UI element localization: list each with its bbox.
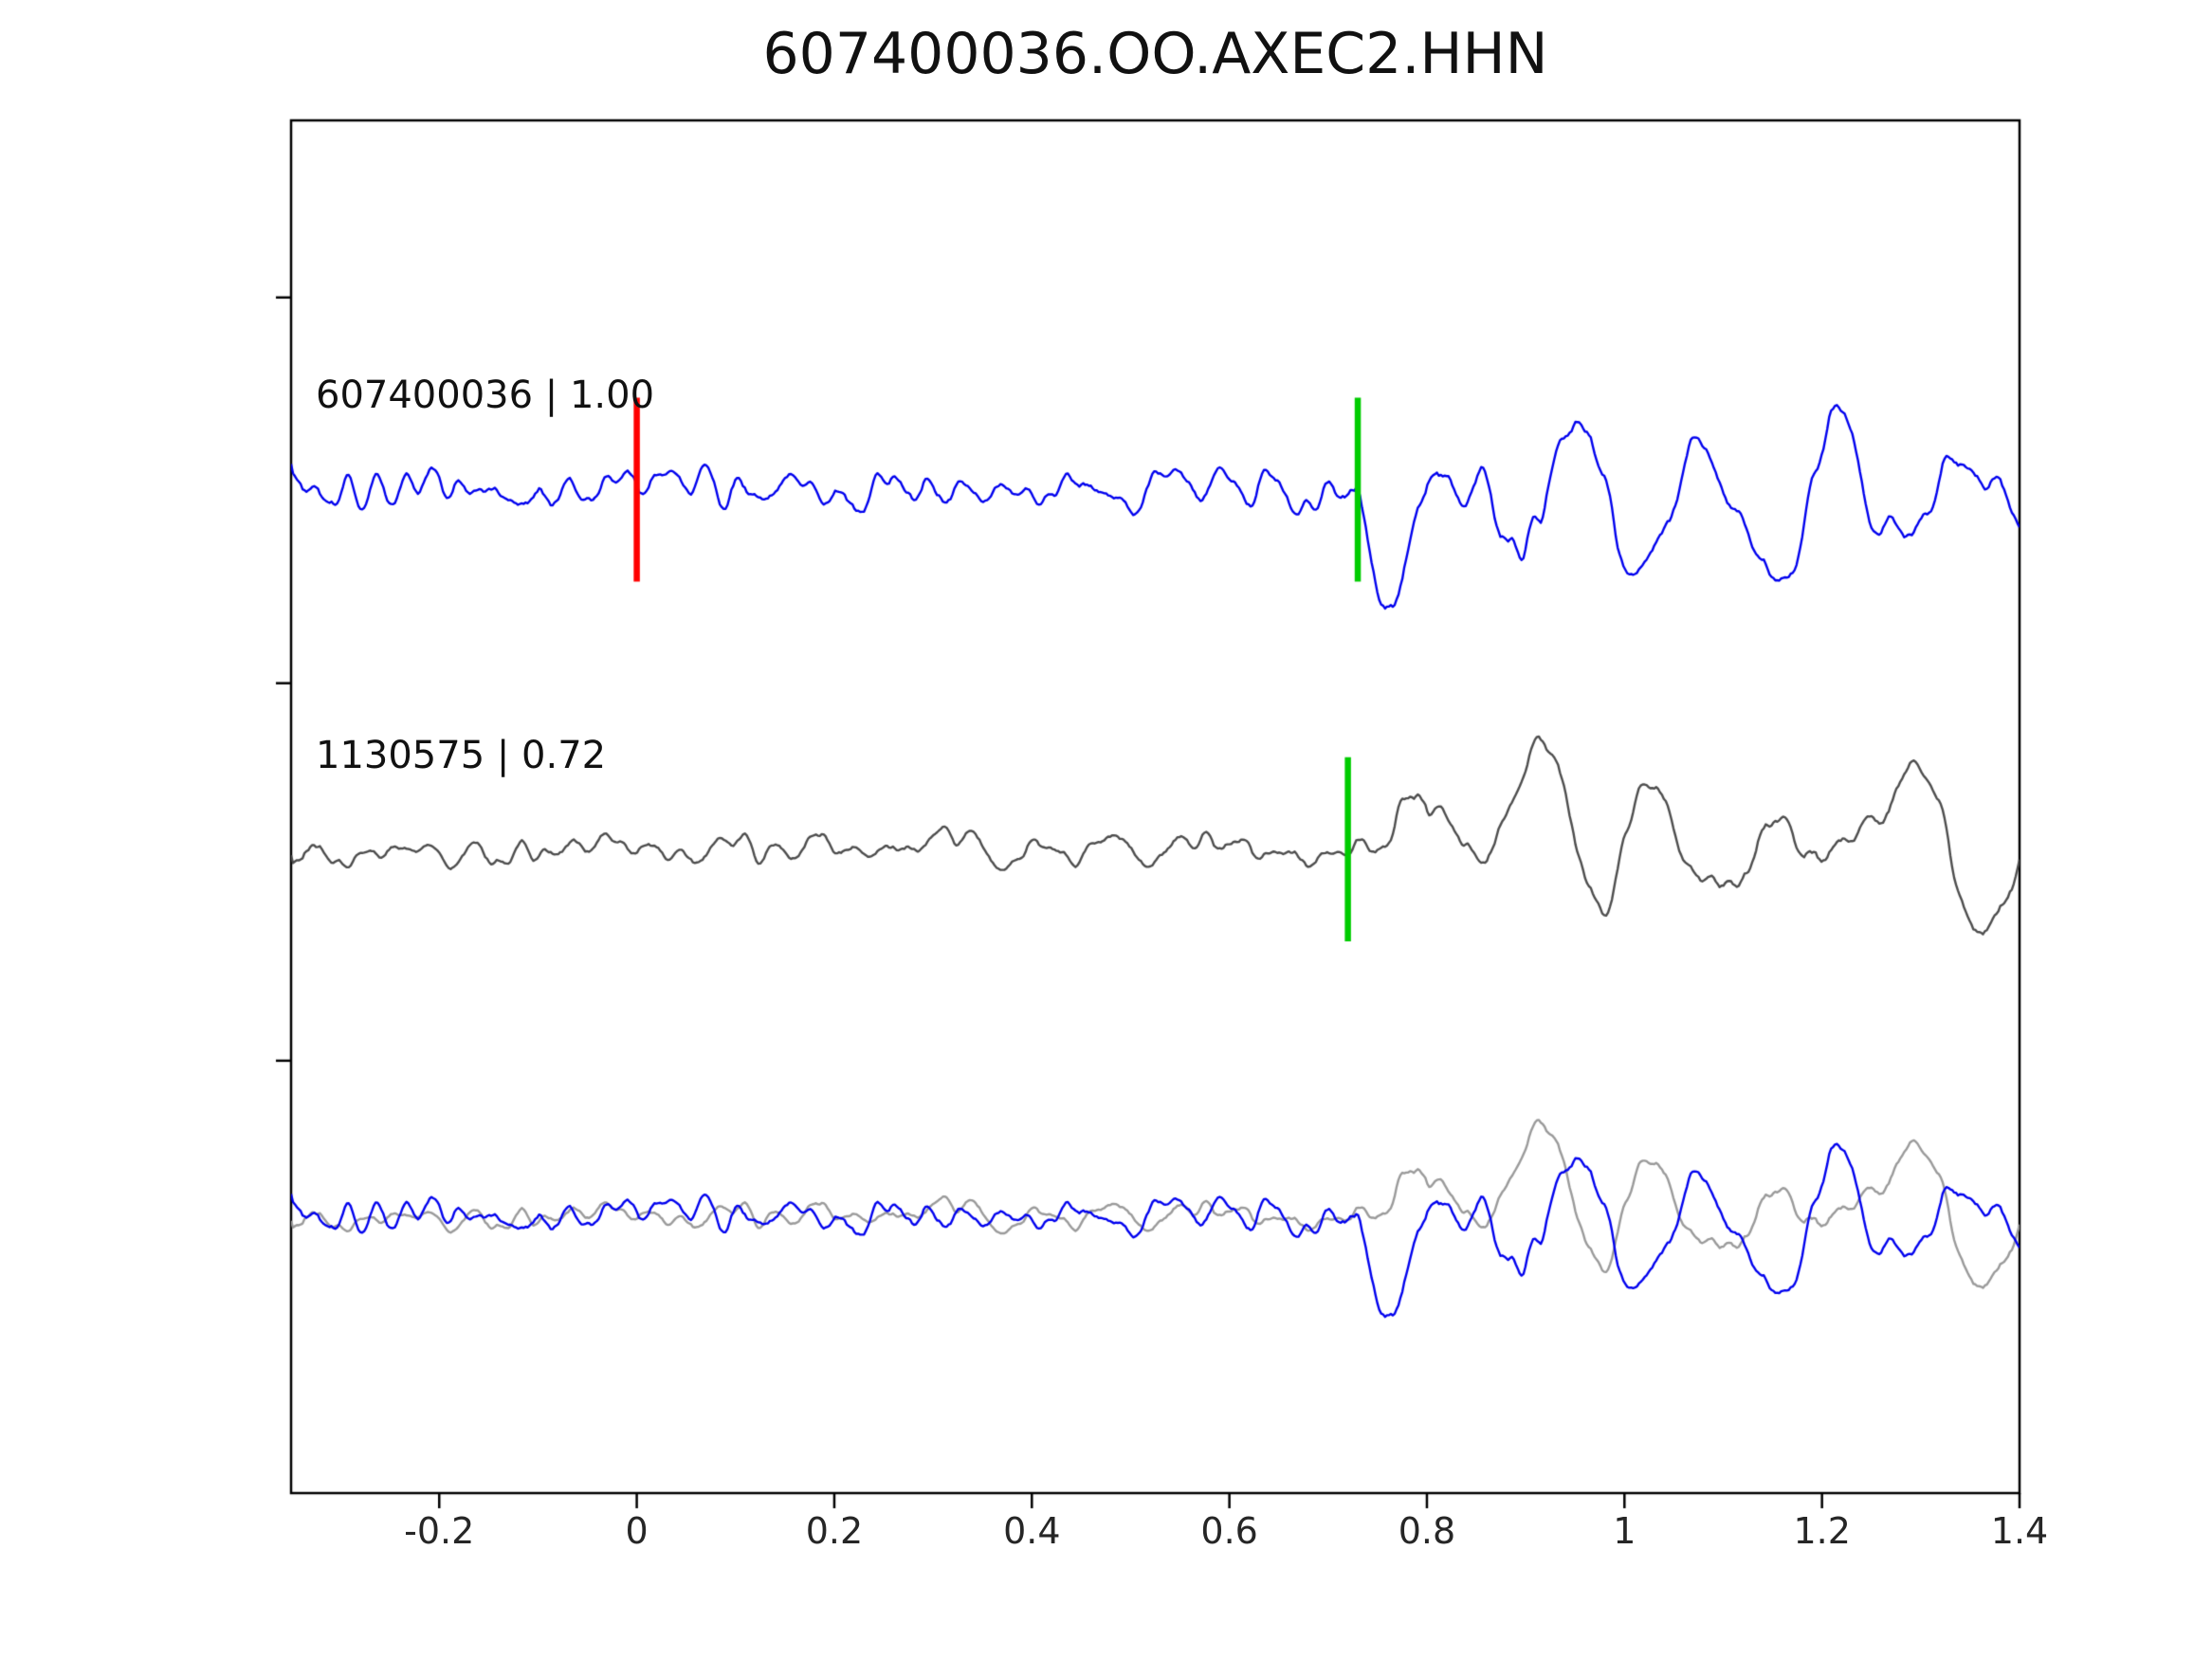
x-tick-label: 0.6 [1200,1510,1258,1552]
x-tick-label: 0.2 [805,1510,864,1552]
x-tick-label: 1.4 [1990,1510,2049,1552]
x-tick-label: 1.2 [1793,1510,1851,1552]
x-tick-label: 0.4 [1003,1510,1061,1552]
trace-label-template: 607400036 | 1.00 [316,373,655,417]
x-tick-label: 0.8 [1398,1510,1456,1552]
x-tick-label: 0 [625,1510,649,1552]
x-tick-label: -0.2 [404,1510,475,1552]
trace-label-detection: 1130575 | 0.72 [316,734,607,778]
plot-title: 607400036.OO.AXEC2.HHN [762,21,1548,87]
x-tick-label: 1 [1613,1510,1636,1552]
